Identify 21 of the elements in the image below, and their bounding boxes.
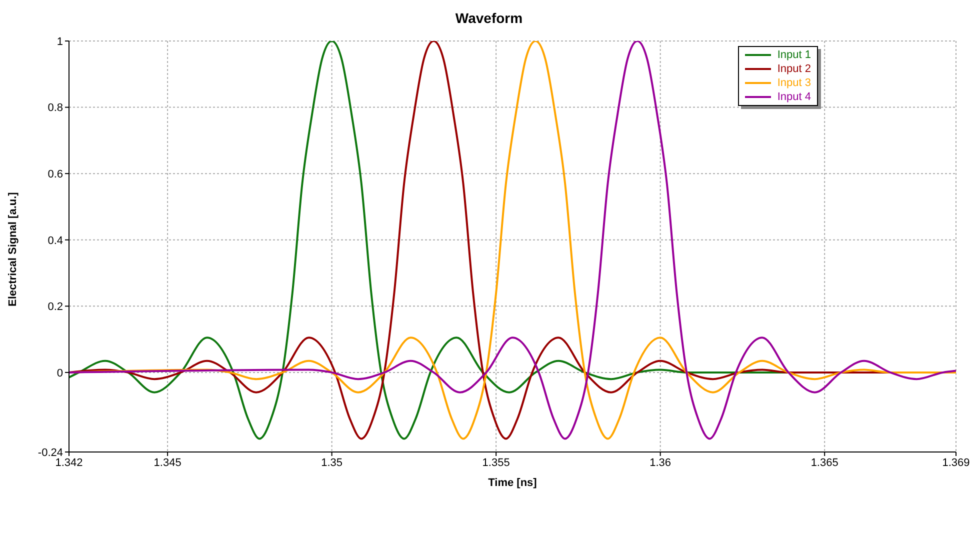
y-tick-label: 0.4: [48, 234, 63, 247]
y-tick-label: 1: [56, 36, 63, 48]
y-tick-label: 0.6: [48, 168, 63, 180]
legend-label: Input 1: [777, 49, 811, 61]
y-tick-label: -0.24: [38, 446, 63, 459]
y-tick-label: 0.8: [48, 102, 63, 114]
x-axis-title: Time [ns]: [488, 477, 538, 489]
legend-label: Input 4: [777, 91, 811, 103]
legend-label: Input 3: [777, 77, 811, 89]
x-tick-label: 1.369: [942, 456, 970, 469]
y-tick-label: 0: [56, 367, 63, 380]
x-tick-label: 1.36: [650, 456, 672, 469]
x-tick-label: 1.355: [482, 456, 510, 469]
x-tick-label: 1.342: [55, 456, 83, 469]
y-tick-label: 0.2: [48, 301, 63, 314]
x-tick-label: 1.365: [810, 456, 838, 469]
chart-title: Waveform: [454, 10, 524, 26]
x-tick-label: 1.345: [154, 456, 182, 469]
legend-label: Input 2: [777, 63, 811, 75]
y-axis-title: Electrical Signal [a.u.]: [6, 192, 19, 306]
x-tick-label: 1.35: [321, 456, 343, 469]
